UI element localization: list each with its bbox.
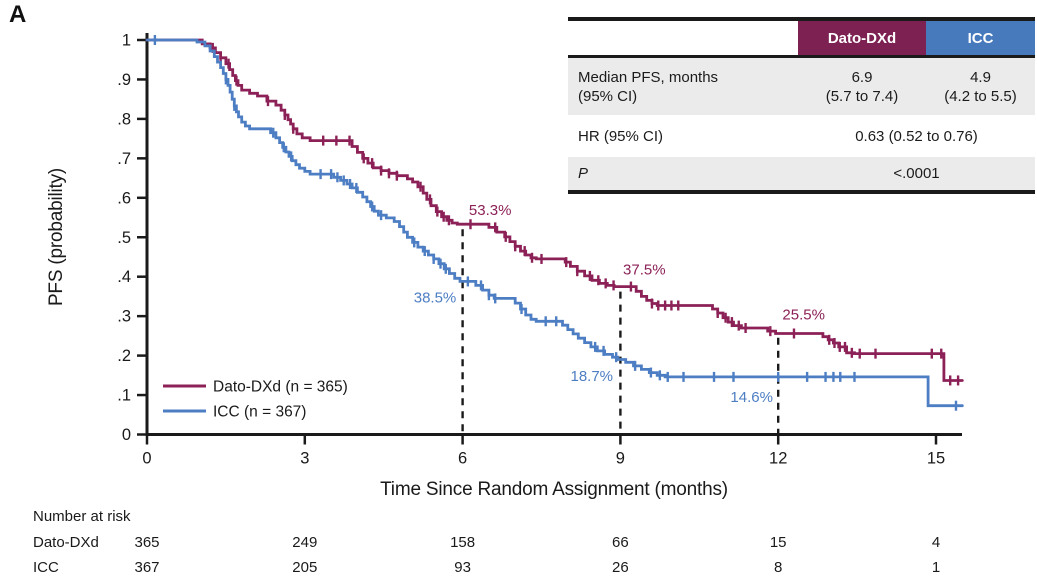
y-tick-label: .3	[117, 308, 131, 326]
risk-value: 1	[932, 559, 940, 576]
annotation-53.3%: 53.3%	[469, 202, 512, 219]
hr-value: 0.63 (0.52 to 0.76)	[855, 127, 978, 145]
number-at-risk-title: Number at risk	[33, 508, 131, 525]
y-tick-label: .8	[117, 110, 131, 128]
y-tick-label: .1	[117, 387, 131, 405]
y-axis-title: PFS (probability)	[46, 168, 67, 306]
panel-label: A	[9, 1, 27, 28]
stats-row-median-pfs: Median PFS, months (95% CI) 6.9 (5.7 to …	[568, 58, 1035, 115]
y-tick-label: .7	[117, 150, 131, 168]
stats-row-hr: HR (95% CI) 0.63 (0.52 to 0.76)	[568, 115, 1035, 157]
legend-label-icc: ICC (n = 367)	[213, 404, 306, 421]
risk-value: 8	[774, 559, 782, 576]
stats-table-header: Dato-DXd ICC	[568, 21, 1035, 58]
y-tick-label: .9	[117, 71, 131, 89]
p-label: P	[578, 165, 589, 182]
risk-row-label-ICC: ICC	[33, 559, 59, 576]
risk-value: 249	[292, 534, 317, 551]
stats-table: Dato-DXd ICC Median PFS, months (95% CI)…	[568, 17, 1035, 194]
hr-label: HR (95% CI)	[578, 127, 664, 145]
annotation-14.6%: 14.6%	[730, 389, 773, 406]
y-tick-label: 0	[122, 426, 131, 444]
risk-row-label-Dato-DXd: Dato-DXd	[33, 534, 99, 551]
median-pfs-dato-ci: (5.7 to 7.4)	[825, 87, 899, 105]
risk-value: 365	[134, 534, 159, 551]
annotation-18.7%: 18.7%	[570, 368, 613, 385]
y-tick-label: .2	[117, 347, 131, 365]
dashed-markers	[461, 229, 780, 435]
stats-row-p: P <.0001	[568, 157, 1035, 190]
p-value: <.0001	[893, 165, 940, 182]
risk-value: 15	[770, 534, 787, 551]
curve-group-icc	[145, 38, 964, 408]
y-tick-label: .5	[117, 229, 131, 247]
median-pfs-icc-point: 4.9	[970, 68, 991, 86]
median-pfs-icc-ci: (4.2 to 5.5)	[944, 87, 1017, 105]
number-at-risk: Number at risk Dato-DXd 365 249 158 66 15 4 ICC 3…	[33, 508, 940, 576]
y-tick-label: .6	[117, 189, 131, 207]
x-tick-label: 0	[142, 450, 151, 468]
censor-marks-icc	[153, 35, 958, 411]
x-tick-label: 15	[927, 450, 945, 468]
median-pfs-dato-point: 6.9	[851, 68, 873, 86]
stats-table-col-icc: ICC	[926, 21, 1035, 55]
risk-value: 367	[134, 559, 159, 576]
x-tick-label: 6	[458, 450, 467, 468]
annotation-37.5%: 37.5%	[623, 262, 666, 279]
annotation-38.5%: 38.5%	[414, 289, 457, 306]
legend: Dato-DXd (n = 365) ICC (n = 367)	[163, 379, 348, 421]
median-pfs-dato-value: 6.9 (5.7 to 7.4)	[798, 68, 926, 106]
annotations: 53.3% 38.5% 37.5% 18.7% 25.5% 14.6%	[414, 202, 825, 406]
x-tick-label: 9	[616, 450, 625, 468]
x-tick-label: 12	[769, 450, 787, 468]
risk-value: 205	[292, 559, 317, 576]
stats-table-col-dato-dxd: Dato-DXd	[798, 21, 926, 55]
curve-icc	[145, 38, 964, 408]
y-tick-label: .4	[117, 268, 131, 286]
y-axis-ticks: 0 .1 .2 .3 .4 .5 .6 .7 .8 .9 1	[117, 32, 146, 444]
annotation-25.5%: 25.5%	[782, 306, 825, 323]
x-axis-title: Time Since Random Assignment (months)	[380, 479, 728, 500]
x-axis-title: Time Since Random Assignment (months)	[380, 479, 728, 500]
median-pfs-label: Median PFS, months (95% CI)	[568, 68, 798, 106]
risk-value: 66	[612, 534, 629, 551]
risk-value: 4	[932, 534, 940, 551]
risk-value: 158	[450, 534, 475, 551]
stats-table-blank-cell	[568, 21, 798, 55]
censor-marks-dato	[211, 42, 960, 386]
risk-value: 26	[612, 559, 629, 576]
risk-value: 93	[454, 559, 471, 576]
median-pfs-label-line2: (95% CI)	[578, 87, 638, 105]
axes	[145, 33, 962, 436]
legend-label-dato: Dato-DXd (n = 365)	[213, 379, 348, 396]
median-pfs-icc-value: 4.9 (4.2 to 5.5)	[926, 68, 1035, 106]
y-axis-title: PFS (probability)	[46, 168, 67, 306]
x-axis-ticks: 0 3 6 9 12 15	[142, 436, 945, 468]
y-tick-label: 1	[122, 32, 131, 50]
x-tick-label: 3	[300, 450, 309, 468]
median-pfs-label-line1: Median PFS, months	[578, 68, 719, 86]
